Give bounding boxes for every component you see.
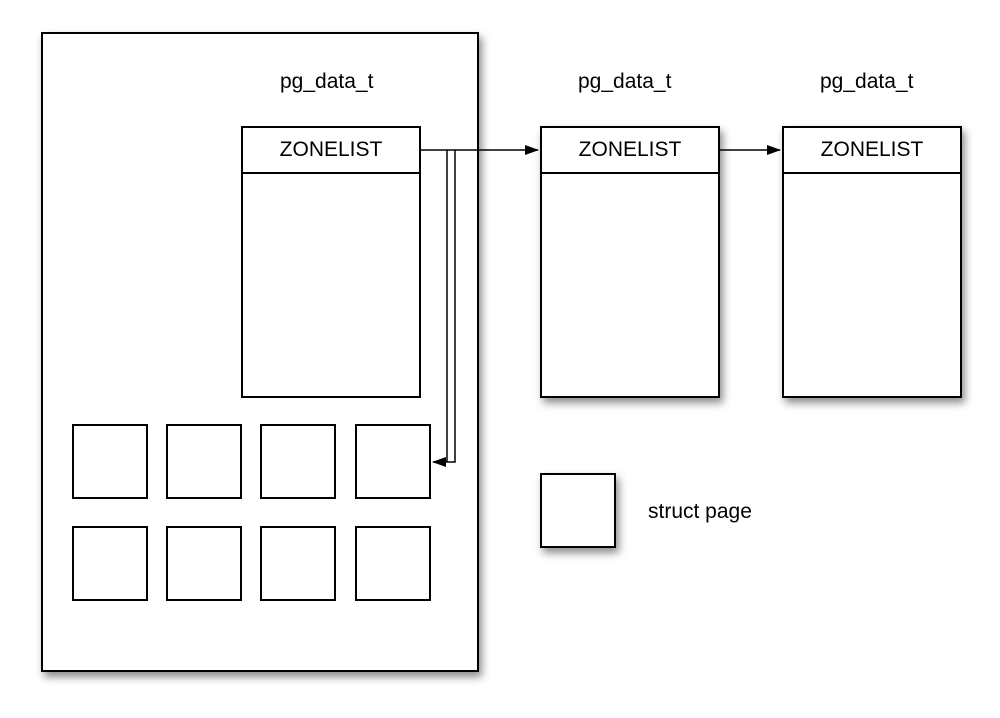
node-0-title: pg_data_t <box>280 70 374 93</box>
node-2-title: pg_data_t <box>820 70 914 93</box>
legend-struct-page-swatch <box>540 473 616 548</box>
struct-page <box>355 526 431 601</box>
legend-struct-page-label: struct page <box>648 500 752 523</box>
node-1-zonelist-label: ZONELIST <box>542 128 718 174</box>
arrow-zonelist-to-page-a <box>432 150 456 467</box>
node-0-zonelist: ZONELIST <box>241 126 421 398</box>
struct-page <box>166 526 242 601</box>
node-2-zonelist: ZONELIST <box>782 126 962 398</box>
struct-page <box>260 424 336 499</box>
node-1-title: pg_data_t <box>578 70 672 93</box>
struct-page <box>355 424 431 499</box>
struct-page <box>72 424 148 499</box>
node-1-zonelist: ZONELIST <box>540 126 720 398</box>
node-0-zonelist-label: ZONELIST <box>243 128 419 174</box>
struct-page <box>72 526 148 601</box>
struct-page <box>166 424 242 499</box>
node-2-zonelist-label: ZONELIST <box>784 128 960 174</box>
struct-page <box>260 526 336 601</box>
